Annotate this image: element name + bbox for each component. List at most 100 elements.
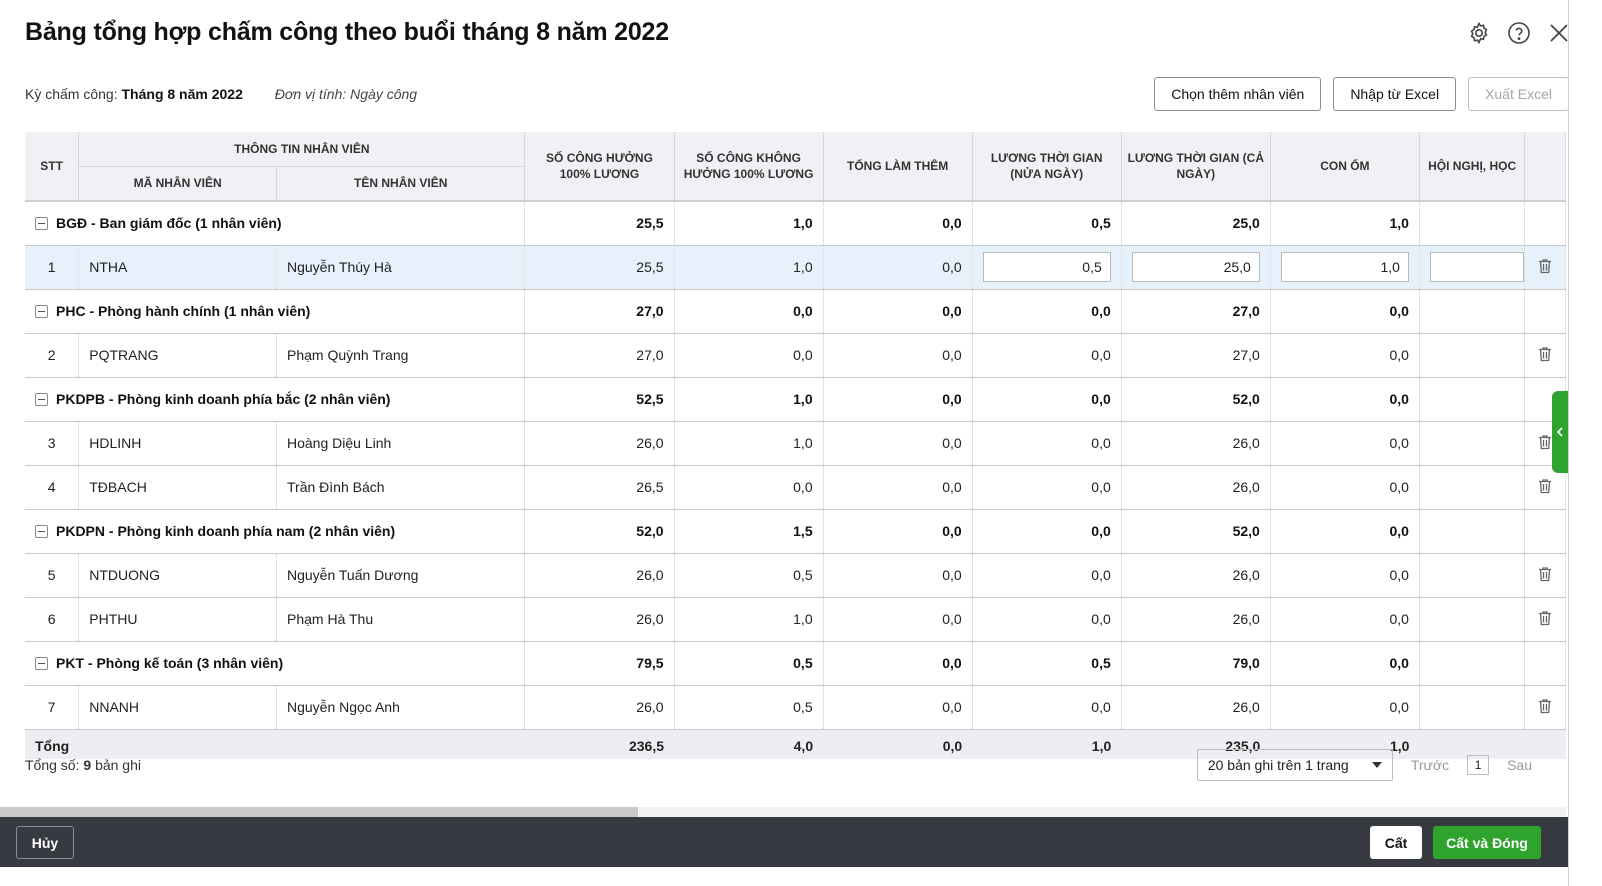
table-row[interactable]: 2 PQTRANG Phạm Quỳnh Trang 27,0 0,0 0,0 0,0 27,… (25, 333, 1566, 378)
row-overtime[interactable]: 0,0 (823, 333, 973, 378)
row-full-day-input[interactable] (1131, 252, 1260, 282)
row-not-full-paid[interactable]: 1,0 (674, 245, 824, 290)
row-emp-code[interactable]: PHTHU (78, 597, 277, 642)
cancel-button[interactable]: Hủy (16, 826, 74, 859)
row-not-full-paid[interactable]: 0,0 (674, 465, 824, 510)
table-row[interactable]: 1 NTHA Nguyễn Thúy Hà 25,5 1,0 0,0 (25, 245, 1566, 290)
export-excel-button[interactable]: Xuất Excel (1468, 77, 1569, 111)
row-sick[interactable]: 0,0 (1270, 553, 1420, 598)
collapse-icon[interactable] (35, 524, 48, 538)
row-emp-code[interactable]: TĐBACH (78, 465, 277, 510)
row-sick[interactable]: 0,0 (1270, 597, 1420, 642)
trash-icon[interactable] (1536, 477, 1554, 495)
row-sick[interactable]: 0,0 (1270, 421, 1420, 466)
row-full-day[interactable]: 26,0 (1121, 421, 1271, 466)
group-row[interactable]: PKDPB - Phòng kinh doanh phía bắc (2 nhâ… (25, 377, 1566, 422)
row-emp-code[interactable]: NTHA (78, 245, 277, 290)
save-and-close-button[interactable]: Cất và Đóng (1433, 826, 1541, 859)
row-sick[interactable]: 0,0 (1270, 685, 1420, 730)
trash-icon[interactable] (1536, 345, 1554, 363)
row-full-paid[interactable]: 26,0 (524, 553, 675, 598)
table-row[interactable]: 4 TĐBACH Trần Đình Bách 26,5 0,0 0,0 0,0 26,0 0,… (25, 465, 1566, 510)
help-icon[interactable] (1506, 20, 1532, 46)
row-overtime[interactable]: 0,0 (823, 553, 973, 598)
row-delete[interactable] (1524, 685, 1566, 730)
row-emp-name[interactable]: Nguyễn Tuấn Dương (276, 553, 526, 598)
row-overtime[interactable]: 0,0 (823, 597, 973, 642)
current-page[interactable]: 1 (1467, 755, 1490, 775)
row-not-full-paid[interactable]: 0,0 (674, 333, 824, 378)
side-panel-toggle[interactable] (1552, 391, 1568, 473)
row-overtime[interactable]: 0,0 (823, 421, 973, 466)
group-row[interactable]: PHC - Phòng hành chính (1 nhân viên) 27,0… (25, 289, 1566, 334)
row-meeting-input[interactable] (1429, 252, 1524, 282)
row-sick-input[interactable] (1280, 252, 1409, 282)
row-overtime[interactable]: 0,0 (823, 245, 973, 290)
table-row[interactable]: 6 PHTHU Phạm Hà Thu 26,0 1,0 0,0 0,0 26,0 0,0 (25, 597, 1566, 642)
add-employee-button[interactable]: Chọn thêm nhân viên (1154, 77, 1322, 111)
row-delete[interactable] (1524, 597, 1566, 642)
row-emp-name[interactable]: Nguyễn Ngọc Anh (276, 685, 526, 730)
row-half-day[interactable]: 0,0 (972, 597, 1122, 642)
trash-icon[interactable] (1536, 697, 1554, 715)
row-half-day-input[interactable] (982, 252, 1111, 282)
row-full-day[interactable]: 26,0 (1121, 553, 1271, 598)
collapse-icon[interactable] (35, 304, 48, 318)
trash-icon[interactable] (1536, 257, 1554, 275)
table-row[interactable]: 7 NNANH Nguyễn Ngọc Anh 26,0 0,5 0,0 0,0 26,0 0,… (25, 685, 1566, 730)
collapse-icon[interactable] (35, 217, 48, 231)
row-sick[interactable]: 0,0 (1270, 465, 1420, 510)
row-half-day[interactable]: 0,0 (972, 553, 1122, 598)
row-emp-name[interactable]: Phạm Hà Thu (276, 597, 526, 642)
row-meeting[interactable] (1419, 465, 1526, 510)
row-emp-name[interactable]: Phạm Quỳnh Trang (276, 333, 526, 378)
next-page-link[interactable]: Sau (1507, 757, 1532, 773)
row-meeting[interactable] (1419, 553, 1526, 598)
row-meeting[interactable] (1419, 421, 1526, 466)
row-not-full-paid[interactable]: 0,5 (674, 553, 824, 598)
row-full-paid[interactable]: 26,0 (524, 597, 675, 642)
horizontal-scroll-thumb[interactable] (0, 807, 638, 817)
trash-icon[interactable] (1536, 565, 1554, 583)
row-not-full-paid[interactable]: 0,5 (674, 685, 824, 730)
group-name[interactable]: PKT - Phòng kế toán (3 nhân viên) (25, 641, 526, 686)
collapse-icon[interactable] (35, 392, 48, 406)
row-emp-code[interactable]: NNANH (78, 685, 277, 730)
group-name[interactable]: PKDPN - Phòng kinh doanh phía nam (2 nhâ… (25, 509, 526, 554)
table-row[interactable]: 3 HDLINH Hoàng Diệu Linh 26,0 1,0 0,0 0,0 26,0 0… (25, 421, 1566, 466)
group-name[interactable]: PHC - Phòng hành chính (1 nhân viên) (25, 289, 526, 334)
group-name[interactable]: BGĐ - Ban giám đốc (1 nhân viên) (25, 201, 526, 246)
row-overtime[interactable]: 0,0 (823, 465, 973, 510)
page-size-select[interactable]: 20 bản ghi trên 1 trang (1196, 749, 1393, 781)
row-meeting[interactable] (1419, 685, 1526, 730)
row-emp-code[interactable]: HDLINH (78, 421, 277, 466)
table-row[interactable]: 5 NTDUONG Nguyễn Tuấn Dương 26,0 0,5 0,0 0,0 26… (25, 553, 1566, 598)
row-half-day[interactable]: 0,0 (972, 465, 1122, 510)
row-full-day[interactable]: 27,0 (1121, 333, 1271, 378)
collapse-icon[interactable] (35, 656, 48, 670)
row-overtime[interactable]: 0,0 (823, 685, 973, 730)
row-emp-code[interactable]: NTDUONG (78, 553, 277, 598)
row-full-paid[interactable]: 26,0 (524, 685, 675, 730)
row-full-paid[interactable]: 26,0 (524, 421, 675, 466)
row-full-paid[interactable]: 27,0 (524, 333, 675, 378)
group-name[interactable]: PKDPB - Phòng kinh doanh phía bắc (2 nhâ… (25, 377, 526, 422)
row-emp-code[interactable]: PQTRANG (78, 333, 277, 378)
row-meeting[interactable] (1419, 597, 1526, 642)
gear-icon[interactable] (1466, 20, 1492, 46)
row-full-paid[interactable]: 26,5 (524, 465, 675, 510)
prev-page-link[interactable]: Trước (1410, 757, 1450, 773)
row-full-day[interactable]: 26,0 (1121, 597, 1271, 642)
row-sick[interactable]: 0,0 (1270, 333, 1420, 378)
row-emp-name[interactable]: Trần Đình Bách (276, 465, 526, 510)
row-emp-name[interactable]: Hoàng Diệu Linh (276, 421, 526, 466)
row-not-full-paid[interactable]: 1,0 (674, 597, 824, 642)
trash-icon[interactable] (1536, 433, 1554, 451)
row-half-day[interactable]: 0,0 (972, 421, 1122, 466)
row-half-day[interactable]: 0,0 (972, 685, 1122, 730)
row-half-day[interactable]: 0,0 (972, 333, 1122, 378)
row-meeting[interactable] (1419, 333, 1526, 378)
row-not-full-paid[interactable]: 1,0 (674, 421, 824, 466)
horizontal-scrollbar[interactable] (0, 807, 1566, 817)
group-row[interactable]: PKT - Phòng kế toán (3 nhân viên) 79,5 0,5… (25, 641, 1566, 686)
